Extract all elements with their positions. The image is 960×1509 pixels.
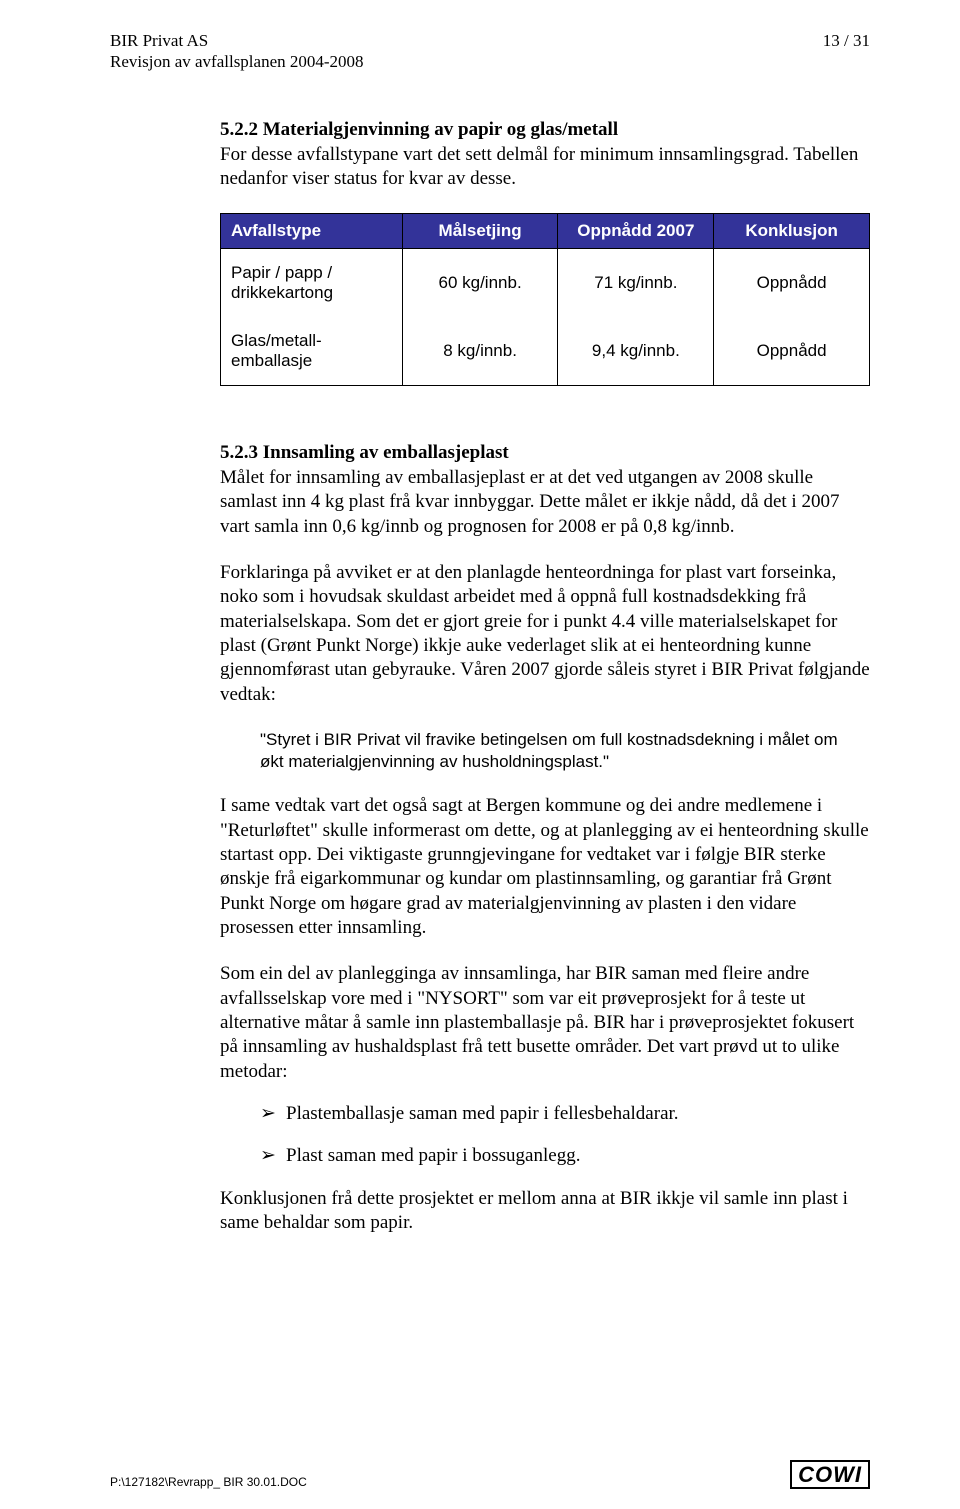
table-col-header: Målsetjing <box>402 214 558 249</box>
table-row: Papir / papp / drikkekartong 60 kg/innb.… <box>221 249 870 318</box>
footer-path: P:\127182\Revrapp_ BIR 30.01.DOC <box>110 1475 307 1489</box>
bullet-text: Plast saman med papir i bossuganlegg. <box>286 1144 580 1168</box>
table-cell: 9,4 kg/innb. <box>558 317 714 386</box>
bullet-icon: ➢ <box>260 1102 286 1126</box>
bullet-icon: ➢ <box>260 1144 286 1168</box>
section-523-p4: Som ein del av planlegginga av innsamlin… <box>220 962 870 1084</box>
header-subtitle: Revisjon av avfallsplanen 2004-2008 <box>110 51 364 72</box>
table-cell: Papir / papp / drikkekartong <box>221 249 403 318</box>
section-522-heading: 5.2.2 Materialgjenvinning av papir og gl… <box>220 119 870 141</box>
table-cell: Oppnådd <box>714 249 870 318</box>
section-523-p3: I same vedtak vart det også sagt at Berg… <box>220 794 870 940</box>
table-header-row: Avfallstype Målsetjing Oppnådd 2007 Konk… <box>221 214 870 249</box>
section-523-quote: "Styret i BIR Privat vil fravike betinge… <box>260 729 870 773</box>
table-col-header: Avfallstype <box>221 214 403 249</box>
table-cell: 60 kg/innb. <box>402 249 558 318</box>
table-row: Glas/metall-emballasje 8 kg/innb. 9,4 kg… <box>221 317 870 386</box>
table-cell: 71 kg/innb. <box>558 249 714 318</box>
bullet-text: Plastemballasje saman med papir i felles… <box>286 1102 679 1126</box>
cowi-logo: COWI <box>790 1460 870 1489</box>
page-header: BIR Privat AS Revisjon av avfallsplanen … <box>110 30 870 73</box>
section-523-p5: Konklusjonen frå dette prosjektet er mel… <box>220 1187 870 1236</box>
section-523-p1: Målet for innsamling av emballasjeplast … <box>220 466 870 539</box>
page-footer: P:\127182\Revrapp_ BIR 30.01.DOC COWI <box>110 1460 870 1489</box>
table-cell: 8 kg/innb. <box>402 317 558 386</box>
list-item: ➢ Plastemballasje saman med papir i fell… <box>260 1102 870 1126</box>
list-item: ➢ Plast saman med papir i bossuganlegg. <box>260 1144 870 1168</box>
section-522-intro: For desse avfallstypane vart det sett de… <box>220 143 870 192</box>
table-cell: Oppnådd <box>714 317 870 386</box>
header-company: BIR Privat AS <box>110 30 364 51</box>
table-cell: Glas/metall-emballasje <box>221 317 403 386</box>
bullet-list: ➢ Plastemballasje saman med papir i fell… <box>260 1102 870 1169</box>
table-col-header: Oppnådd 2007 <box>558 214 714 249</box>
page-number: 13 / 31 <box>823 30 870 73</box>
results-table: Avfallstype Målsetjing Oppnådd 2007 Konk… <box>220 213 870 386</box>
section-523-heading: 5.2.3 Innsamling av emballasjeplast <box>220 442 870 464</box>
table-col-header: Konklusjon <box>714 214 870 249</box>
section-523-p2: Forklaringa på avviket er at den planlag… <box>220 561 870 707</box>
